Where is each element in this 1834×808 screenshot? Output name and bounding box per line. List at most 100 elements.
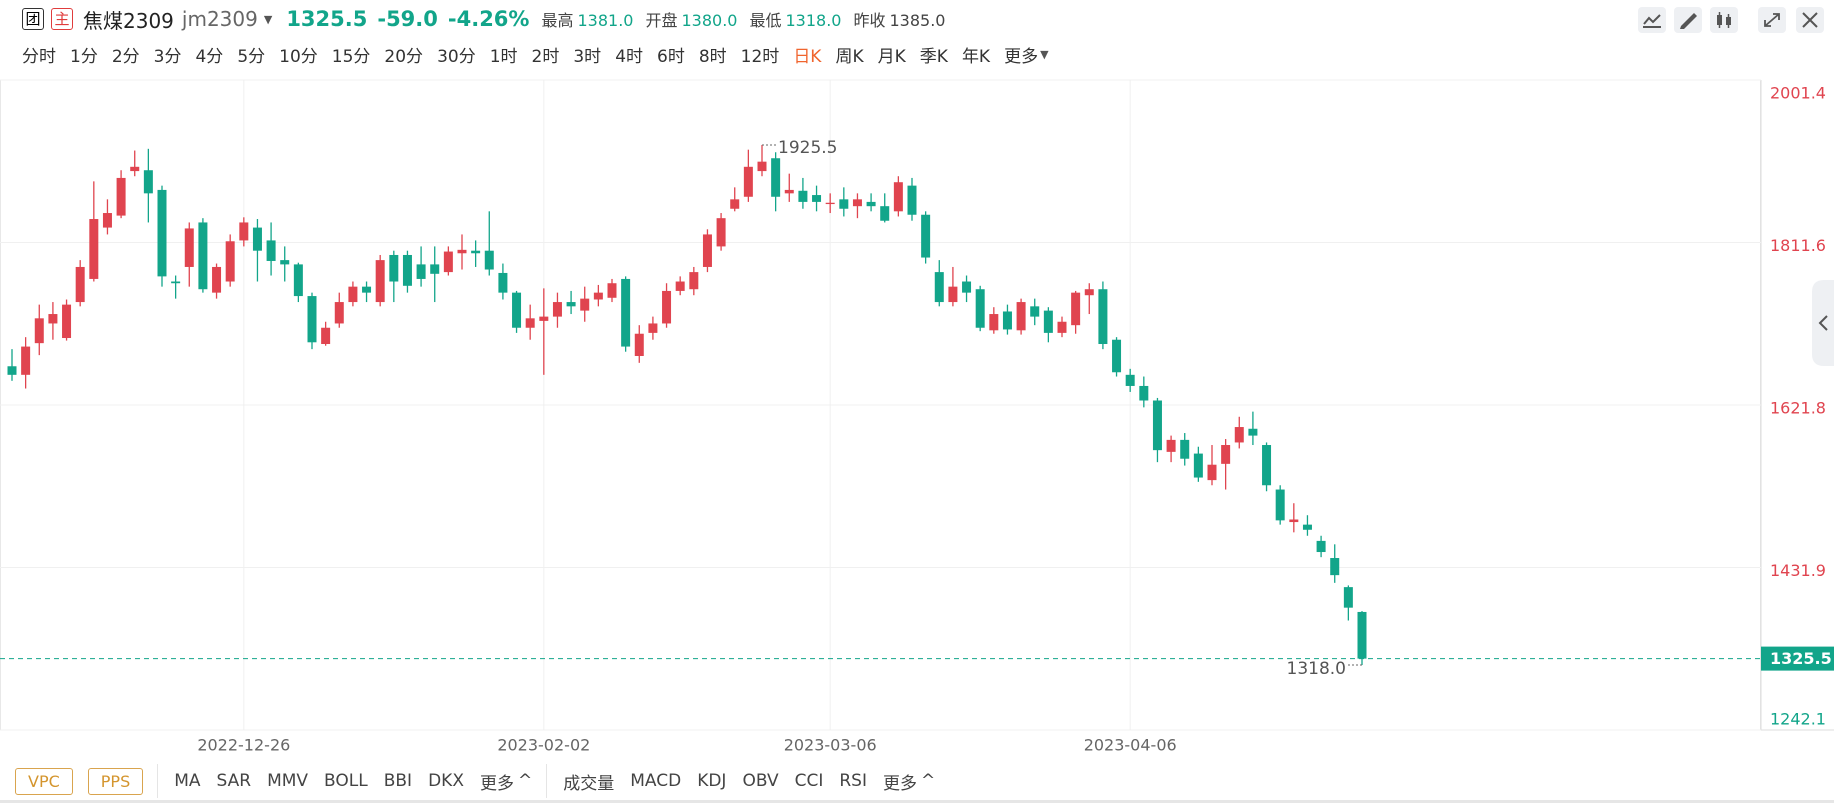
- period-tab[interactable]: 2分: [111, 46, 140, 67]
- candle-body: [1098, 289, 1108, 345]
- candle-body: [621, 278, 631, 347]
- candle-body: [1221, 445, 1231, 464]
- candle-body: [184, 228, 194, 267]
- change-pct: -4.26%: [447, 7, 530, 31]
- indicator[interactable]: RSI: [839, 771, 867, 791]
- dropdown[interactable]: ^: [517, 771, 533, 791]
- icon[interactable]: 主: [51, 8, 73, 30]
- indicator[interactable]: MACD: [630, 771, 682, 791]
- indicator[interactable]: MMV: [267, 771, 309, 791]
- period-tab[interactable]: 1时: [489, 46, 518, 67]
- period-tab[interactable]: 日K: [793, 46, 822, 67]
- x-tick-label: 2023-02-02: [497, 736, 590, 755]
- candle-body: [1043, 310, 1053, 333]
- y-tick-label: 2001.4: [1770, 84, 1826, 103]
- symbol-name[interactable]: 焦煤2309: [83, 8, 174, 33]
- candle-body: [948, 286, 958, 303]
- stat-value: 1318.0: [785, 11, 842, 30]
- candle-body: [1289, 519, 1299, 523]
- candle-body: [852, 199, 862, 207]
- indicator[interactable]: 更多: [883, 773, 917, 794]
- indicator[interactable]: 成交量: [563, 773, 615, 794]
- candle-body: [893, 182, 903, 212]
- period-tab[interactable]: 1分: [70, 46, 98, 67]
- x-tick-label: 2023-03-06: [784, 736, 877, 755]
- period-tab[interactable]: 4时: [615, 46, 644, 67]
- candle-body: [648, 323, 658, 333]
- candle-body: [512, 292, 522, 328]
- candle-body: [21, 346, 31, 375]
- period-tab[interactable]: 季K: [919, 46, 948, 67]
- stat-label: 最高: [541, 11, 574, 30]
- icon-button[interactable]: [1638, 7, 1666, 33]
- candle-body: [1234, 427, 1244, 443]
- candle-body: [1152, 400, 1162, 451]
- candle-body: [143, 170, 153, 194]
- dropdown[interactable]: ^: [921, 771, 936, 791]
- icon-button[interactable]: [1796, 7, 1824, 33]
- candle-body: [1071, 292, 1081, 326]
- candle-body: [784, 189, 794, 194]
- candle-body: [1330, 558, 1340, 576]
- stats: 最高 1381.0 开盘 1380.0 最低 1318.0 昨收 1385.0: [529, 7, 945, 31]
- indicator[interactable]: OBV: [742, 771, 779, 791]
- candle-body: [812, 195, 822, 202]
- indicator[interactable]: BBI: [383, 771, 413, 791]
- overlay-button[interactable]: VPC: [15, 767, 73, 795]
- period-tab[interactable]: 2时: [531, 46, 560, 67]
- candle-body: [7, 366, 17, 375]
- dropdown[interactable]: ▼: [263, 12, 273, 26]
- candle-body: [198, 222, 208, 290]
- symbol-code[interactable]: jm2309: [181, 7, 258, 31]
- period-tab[interactable]: 12时: [740, 46, 780, 67]
- period-tab[interactable]: 年K: [961, 46, 991, 67]
- period-tab[interactable]: 分时: [22, 46, 56, 67]
- separator: [157, 764, 159, 798]
- period-tab[interactable]: 10分: [279, 46, 318, 67]
- icon-button[interactable]: [1758, 7, 1786, 33]
- collapse-tab-shape: [1812, 280, 1834, 366]
- indicator[interactable]: DKX: [428, 771, 464, 791]
- candle-body: [280, 260, 290, 265]
- candle-body: [293, 264, 303, 297]
- x-tick-label: 2022-12-26: [197, 736, 290, 755]
- dropdown[interactable]: ▼: [1040, 47, 1049, 61]
- candle-body: [62, 304, 72, 339]
- icon-button[interactable]: [1710, 7, 1738, 33]
- period-tab[interactable]: 8时: [698, 46, 727, 67]
- indicator[interactable]: SAR: [216, 771, 252, 791]
- toolbar-icons: [1638, 7, 1824, 33]
- overlay-button[interactable]: PPS: [87, 767, 144, 795]
- candle-body: [539, 316, 549, 321]
- indicator[interactable]: KDJ: [697, 771, 727, 791]
- period-tab[interactable]: 3时: [573, 46, 602, 67]
- period-tab[interactable]: 20分: [384, 46, 424, 67]
- period-tab[interactable]: 15分: [331, 46, 371, 67]
- period-tab[interactable]: 周K: [835, 46, 864, 67]
- candle-body: [689, 272, 699, 290]
- stat-value: 1381.0: [577, 11, 634, 30]
- period-tab[interactable]: 更多: [1004, 46, 1039, 67]
- candle-body: [989, 314, 999, 331]
- indicator[interactable]: MA: [174, 771, 201, 791]
- period-tab[interactable]: 30分: [437, 46, 476, 67]
- icon-button[interactable]: [1674, 7, 1702, 33]
- period-tab[interactable]: 5分: [237, 46, 266, 67]
- period-tab[interactable]: 4分: [195, 46, 224, 67]
- indicator[interactable]: CCI: [794, 771, 824, 791]
- candle-body: [1084, 289, 1094, 296]
- candle-body: [1302, 524, 1312, 530]
- indicator[interactable]: 更多: [479, 773, 514, 794]
- stat-value: 1380.0: [681, 11, 738, 30]
- candle-body: [225, 241, 235, 282]
- candle-body: [634, 333, 644, 356]
- period-tab[interactable]: 3分: [153, 46, 182, 67]
- icon[interactable]: 团: [22, 8, 44, 30]
- candle-body: [402, 254, 412, 286]
- period-tab[interactable]: 6时: [657, 46, 685, 67]
- y-tick-label: 1811.6: [1770, 236, 1826, 255]
- collapse-tab[interactable]: [1812, 280, 1834, 366]
- indicator[interactable]: BOLL: [324, 771, 368, 791]
- period-tab[interactable]: 月K: [877, 46, 906, 67]
